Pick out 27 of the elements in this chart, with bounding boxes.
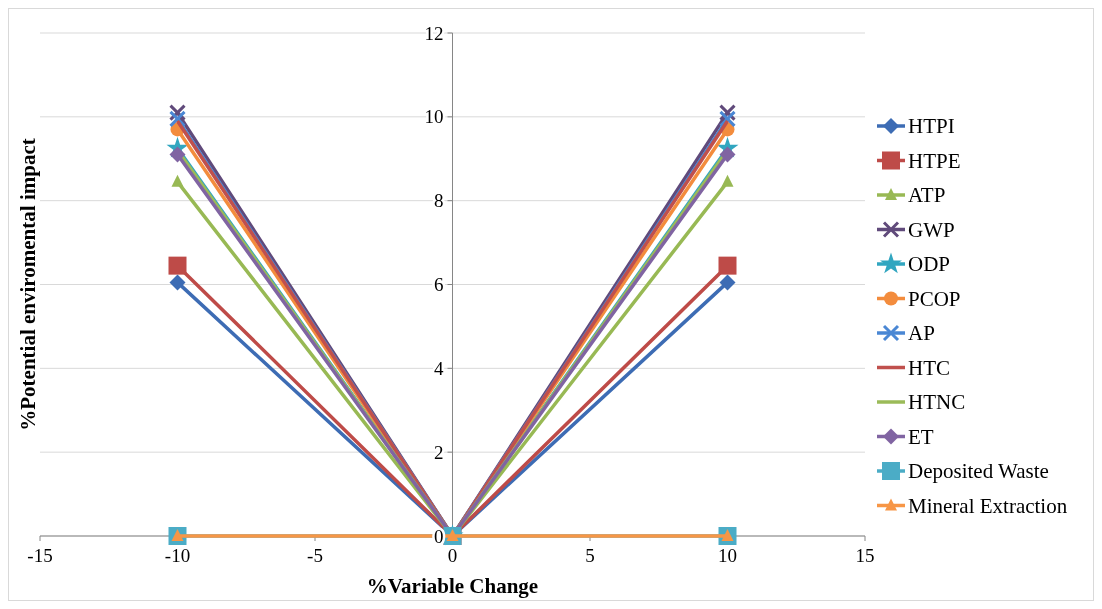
y-tick-label: 2 (434, 441, 444, 463)
x-tick-label: -15 (27, 545, 53, 566)
y-tick-label: 6 (434, 274, 444, 296)
x-tick-label: 5 (585, 545, 595, 566)
legend-label: Deposited Waste (908, 459, 1049, 484)
legend-label: AP (908, 321, 935, 346)
x-tick-label: -10 (164, 545, 191, 566)
x-tick-label: 10 (718, 545, 737, 566)
x-tick-label: 15 (855, 545, 875, 566)
legend-label: HTC (908, 355, 950, 380)
y-axis-title: %Potential enviromental impact (16, 138, 40, 431)
y-tick-label: 8 (434, 190, 444, 212)
legend-label: PCOP (908, 286, 961, 311)
x-tick-label: -5 (307, 545, 323, 566)
y-tick-label: 4 (434, 357, 444, 379)
y-tick-label: 10 (424, 106, 444, 128)
legend-label: HTNC (908, 390, 966, 415)
legend-label: ATP (908, 183, 946, 208)
legend-label: ODP (908, 252, 951, 277)
legend-label: GWP (908, 217, 955, 242)
x-tick-label: 0 (447, 545, 458, 566)
legend-label: HTPE (908, 148, 961, 173)
legend-label: ET (908, 424, 934, 449)
x-axis-title: %Variable Change (366, 574, 539, 598)
legend-label: Mineral Extraction (908, 493, 1068, 518)
y-tick-label: 12 (424, 22, 444, 44)
legend-label: HTPI (908, 114, 955, 139)
